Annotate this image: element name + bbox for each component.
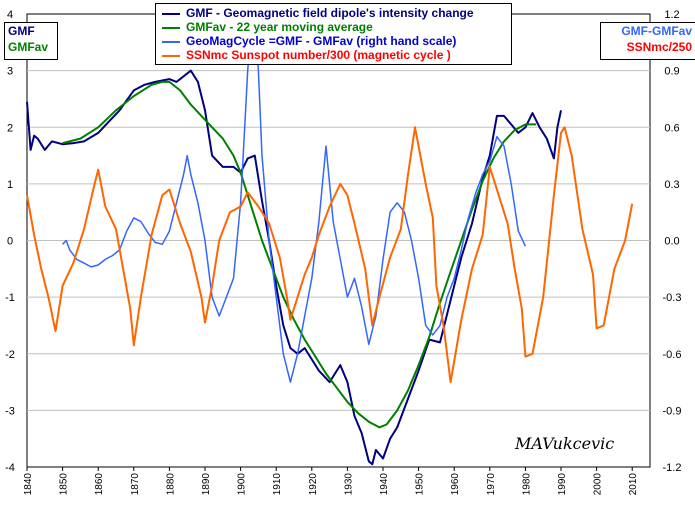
right-axis-label-ssnmc: SSNmc/250 bbox=[626, 40, 692, 54]
y-right-tick-label: -0.3 bbox=[663, 292, 682, 304]
y-right-tick-label: -1.2 bbox=[663, 462, 682, 474]
series-line-1 bbox=[62, 80, 537, 429]
y-left-tick-label: -4 bbox=[5, 462, 15, 474]
y-left-tick-label: 1 bbox=[7, 179, 13, 191]
x-tick-label: 1900 bbox=[237, 473, 248, 496]
y-left-tick-label: 0 bbox=[7, 236, 13, 248]
y-right-tick-label: -0.9 bbox=[663, 405, 682, 417]
legend-label-ssnmc: SSNmc Sunspot number/300 (magnetic cycle… bbox=[186, 48, 451, 62]
x-tick-label: 1940 bbox=[379, 473, 390, 496]
left-axis-label-gmfav: GMFav bbox=[8, 40, 49, 54]
x-tick-label: 1930 bbox=[343, 473, 354, 496]
legend-swatch-ssnmc bbox=[162, 55, 180, 57]
right-axis-label-box: GMF-GMFav SSNmc/250 bbox=[600, 22, 695, 60]
y-right-tick-label: -0.6 bbox=[663, 349, 682, 361]
x-tick-label: 2010 bbox=[628, 473, 639, 496]
author-signature: MAVukcevic bbox=[515, 434, 615, 453]
x-tick-label: 1870 bbox=[130, 473, 141, 496]
left-axis-label-box: GMF GMFav bbox=[4, 22, 58, 60]
y-right-tick-label: 0.9 bbox=[664, 66, 679, 78]
series-line-0 bbox=[26, 69, 562, 466]
right-axis-label-gmf-gmfav: GMF-GMFav bbox=[621, 24, 692, 38]
x-tick-label: 1890 bbox=[201, 473, 212, 496]
y-right-tick-label: 0.6 bbox=[664, 122, 679, 134]
legend-label-gmfav: GMFav - 22 year moving average bbox=[186, 20, 373, 34]
legend-label-geomagcycle: GeoMagCycle =GMF - GMFav (right hand sca… bbox=[186, 34, 457, 48]
legend-swatch-gmf bbox=[162, 13, 180, 15]
legend-swatch-gmfav bbox=[162, 27, 180, 29]
y-left-tick-label: -3 bbox=[5, 405, 15, 417]
x-tick-label: 1980 bbox=[521, 473, 532, 496]
y-left-tick-label: 4 bbox=[7, 9, 13, 21]
y-left-tick-label: -2 bbox=[5, 349, 15, 361]
x-tick-label: 1920 bbox=[308, 473, 319, 496]
x-tick-label: 1990 bbox=[557, 473, 568, 496]
x-tick-label: 2000 bbox=[593, 473, 604, 496]
y-right-tick-label: 1.2 bbox=[664, 9, 679, 21]
series-layer bbox=[26, 17, 634, 466]
x-tick-label: 1910 bbox=[272, 473, 283, 496]
x-tick-label: 1860 bbox=[94, 473, 105, 496]
grid-lines bbox=[27, 70, 650, 411]
x-tick-label: 1880 bbox=[165, 473, 176, 496]
x-tick-label: 1960 bbox=[450, 473, 461, 496]
x-tick-label: 1950 bbox=[415, 473, 426, 496]
legend: GMF - Geomagnetic field dipole's intensi… bbox=[155, 3, 512, 65]
y-right-tick-label: 0.3 bbox=[664, 179, 679, 191]
x-tick-label: 1970 bbox=[486, 473, 497, 496]
y-left-tick-label: 2 bbox=[7, 122, 13, 134]
series-line-3 bbox=[26, 126, 634, 384]
x-tick-label: 1850 bbox=[59, 473, 70, 496]
x-tick-label: 1840 bbox=[23, 473, 34, 496]
axis-ticks: 4 1.2 3 0.9 2 0.6 1 0.3 0 0.0 -1 -0.3 -2 -0.6 -3 -0.9 -4… bbox=[5, 9, 681, 495]
legend-swatch-geomagcycle bbox=[162, 41, 180, 43]
legend-label-gmf: GMF - Geomagnetic field dipole's intensi… bbox=[186, 6, 474, 20]
left-axis-label-gmf: GMF bbox=[8, 24, 35, 38]
y-left-tick-label: -1 bbox=[5, 292, 15, 304]
y-right-tick-label: 0.0 bbox=[664, 236, 679, 248]
y-left-tick-label: 3 bbox=[7, 66, 13, 78]
